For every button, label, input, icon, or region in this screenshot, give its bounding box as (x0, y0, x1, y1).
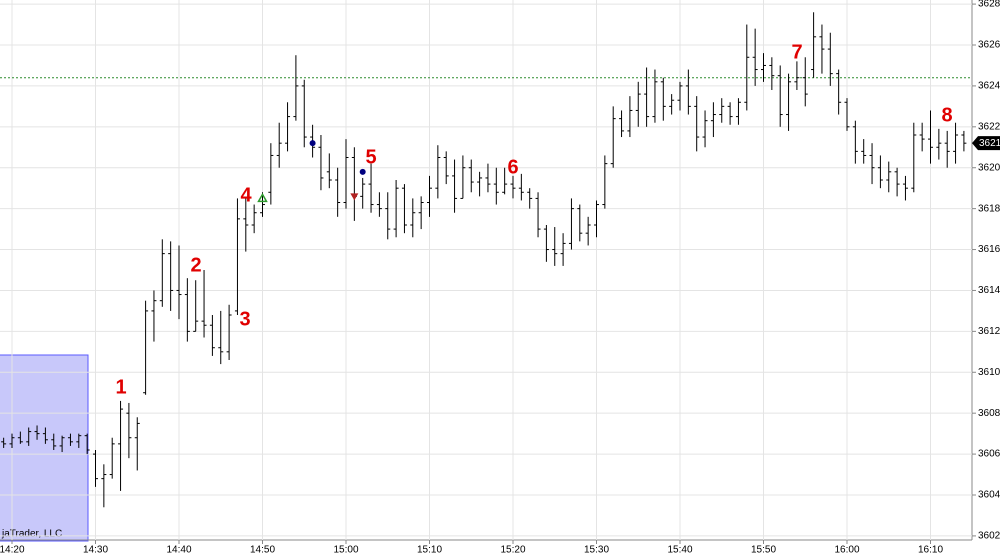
last-price-label: 3621 (979, 138, 1000, 149)
annotation: 2 (190, 254, 201, 276)
y-tick-label: 3606.00 (978, 449, 1000, 460)
x-tick-label: 16:00 (834, 545, 859, 556)
y-tick-label: 3608.00 (978, 408, 1000, 419)
y-tick-label: 3604.00 (978, 490, 1000, 501)
x-tick-label: 14:20 (0, 545, 25, 556)
y-tick-label: 3616.00 (978, 244, 1000, 255)
signal-down (350, 193, 359, 201)
x-tick-label: 15:40 (667, 545, 692, 556)
y-tick-label: 3620.00 (978, 162, 1000, 173)
x-tick-label: 15:20 (500, 545, 525, 556)
x-tick-label: 15:50 (751, 545, 776, 556)
y-tick-label: 3628.00 (978, 0, 1000, 10)
annotation: 8 (941, 104, 952, 126)
annotation: 3 (239, 308, 250, 330)
signal-up (257, 192, 268, 203)
annotation: 1 (115, 376, 126, 398)
x-tick-label: 15:10 (417, 545, 442, 556)
y-tick-label: 3626.00 (978, 40, 1000, 51)
signal-dot (309, 140, 316, 147)
y-tick-label: 3602.00 (978, 531, 1000, 542)
annotation: 4 (240, 184, 252, 206)
y-tick-label: 3610.00 (978, 367, 1000, 378)
session-box (0, 354, 89, 542)
annotation: 5 (365, 146, 376, 168)
y-tick-label: 3618.00 (978, 203, 1000, 214)
x-tick-label: 14:40 (166, 545, 191, 556)
annotation: 6 (507, 156, 518, 178)
x-tick-label: 14:50 (250, 545, 275, 556)
last-price-tag (972, 136, 1000, 151)
y-tick-label: 3612.00 (978, 326, 1000, 337)
y-tick-label: 3624.00 (978, 81, 1000, 92)
x-tick-label: 15:00 (333, 545, 358, 556)
x-tick-label: 14:30 (83, 545, 108, 556)
annotation: 7 (791, 41, 802, 63)
watermark: jaTrader, LLC (1, 529, 62, 540)
y-tick-label: 3614.00 (978, 285, 1000, 296)
x-tick-label: 16:10 (918, 545, 943, 556)
y-tick-label: 3622.00 (978, 121, 1000, 132)
signal-dot (359, 168, 366, 175)
x-tick-label: 15:30 (584, 545, 609, 556)
